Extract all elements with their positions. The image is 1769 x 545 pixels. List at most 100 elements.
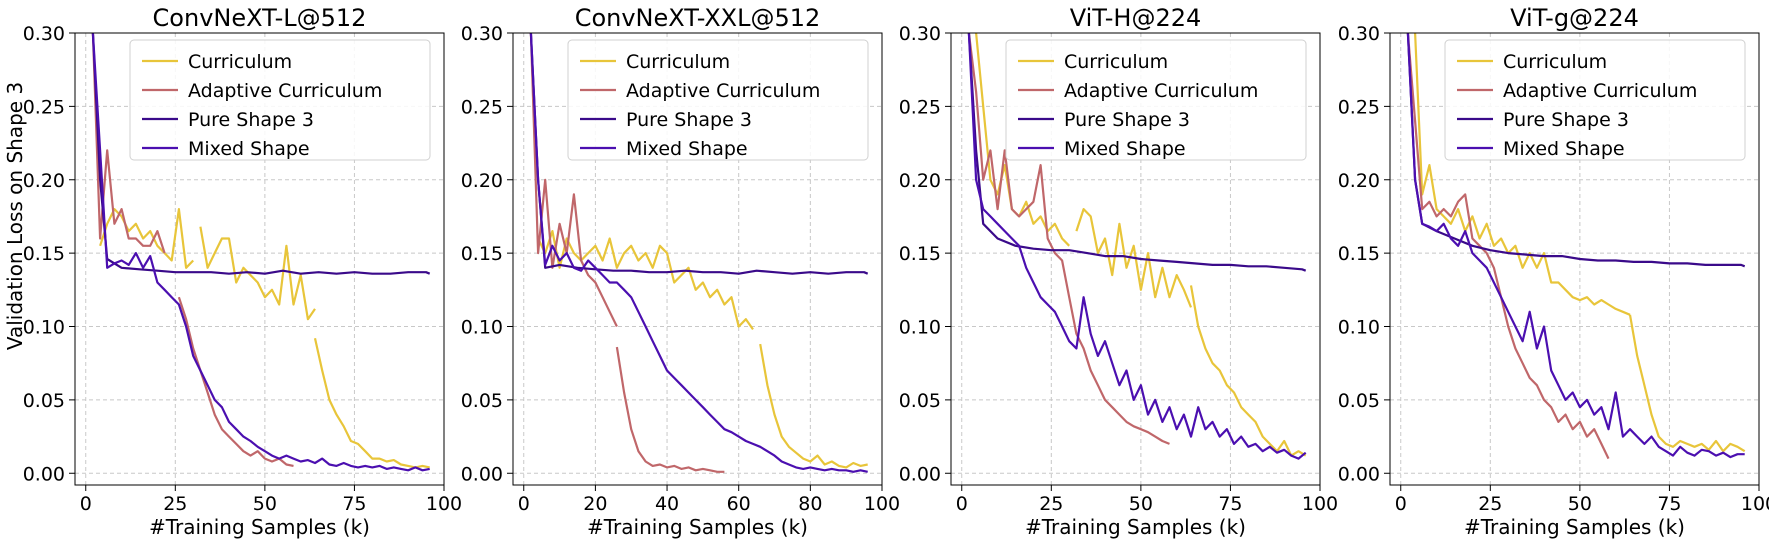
series-line-adaptive-curriculum [1406, 33, 1610, 460]
chart-title: ConvNeXT-L@512 [153, 4, 367, 32]
legend-label-mixed-shape: Mixed Shape [626, 138, 748, 160]
x-tick-label: 100 [864, 493, 900, 515]
y-tick-label: 0.10 [1338, 317, 1380, 339]
y-tick-label: 0.20 [899, 170, 941, 192]
legend-label-curriculum: Curriculum [1503, 51, 1607, 73]
x-tick-label: 0 [1395, 493, 1407, 515]
legend-label-adaptive-curriculum: Adaptive Curriculum [1064, 80, 1258, 102]
y-tick-label: 0.20 [23, 170, 65, 192]
series-line-curriculum [759, 343, 868, 469]
x-tick-label: 50 [253, 493, 277, 515]
legend-label-mixed-shape: Mixed Shape [1064, 138, 1186, 160]
y-tick-label: 0.00 [1338, 463, 1380, 485]
chart-title: ViT-g@224 [1510, 4, 1639, 32]
series-line-adaptive-curriculum [967, 33, 1170, 445]
chart-panel-3: 0 25 50 75 100 0.00 0.05 0.10 0.15 0.20 0.25 0.30 Vi… [899, 4, 1338, 539]
legend-label-curriculum: Curriculum [188, 51, 292, 73]
x-tick-label: 50 [1129, 493, 1153, 515]
series-line-pure-shape-3 [529, 33, 869, 275]
series-line-pure-shape-3 [91, 33, 431, 275]
y-tick-label: 0.20 [461, 170, 503, 192]
plot-frame [512, 32, 883, 486]
legend-label-curriculum: Curriculum [1064, 51, 1168, 73]
x-tick-label: 100 [1302, 493, 1338, 515]
x-tick-label: 0 [956, 493, 968, 515]
y-tick-label: 0.25 [899, 96, 941, 118]
x-axis-label: #Training Samples (k) [587, 515, 808, 539]
legend: Curriculum Adaptive Curriculum Pure Shape … [1444, 39, 1746, 161]
x-tick-label: 75 [342, 493, 366, 515]
legend-label-mixed-shape: Mixed Shape [1503, 138, 1625, 160]
legend-label-pure-shape-3: Pure Shape 3 [188, 109, 314, 131]
x-tick-label: 0 [80, 493, 92, 515]
y-tick-label: 0.05 [1338, 390, 1380, 412]
series-lines [967, 33, 1307, 460]
series-line-curriculum [1189, 285, 1307, 457]
y-tick-label: 0.05 [899, 390, 941, 412]
series-line-adaptive-curriculum [529, 33, 618, 327]
series-lines [1406, 33, 1746, 460]
x-tick-label: 25 [163, 493, 187, 515]
legend-label-curriculum: Curriculum [626, 51, 730, 73]
chart-panel-2: 0 20 40 60 80 100 0.00 0.05 0.10 0.15 0.20 0.25 0.30… [461, 4, 900, 539]
series-line-adaptive-curriculum [177, 296, 294, 467]
chart-title: ConvNeXT-XXL@512 [575, 4, 821, 32]
y-tick-label: 0.00 [461, 463, 503, 485]
x-tick-label: 25 [1478, 493, 1502, 515]
series-line-pure-shape-3 [1406, 33, 1746, 268]
chart-panel-1: 0 25 50 75 100 0.00 0.05 0.10 0.15 0.20 0.25 0.30 Co… [23, 4, 462, 539]
y-tick-label: 0.25 [23, 96, 65, 118]
series-lines [529, 33, 869, 473]
series-line-mixed-shape [91, 33, 430, 472]
legend-label-adaptive-curriculum: Adaptive Curriculum [188, 80, 382, 102]
series-line-adaptive-curriculum [615, 346, 725, 473]
legend-box [1005, 39, 1307, 161]
series-line-curriculum [975, 33, 1070, 247]
y-tick-label: 0.10 [23, 317, 65, 339]
y-tick-label: 0.10 [461, 317, 503, 339]
series-line-curriculum [199, 226, 316, 321]
y-tick-label: 0.05 [23, 390, 65, 412]
y-tick-label: 0.25 [461, 96, 503, 118]
series-line-curriculum [313, 337, 430, 469]
x-tick-label: 75 [1218, 493, 1242, 515]
plot-frame [74, 32, 445, 486]
chart-title: ViT-H@224 [1070, 4, 1202, 32]
legend-box [129, 39, 431, 161]
legend-label-pure-shape-3: Pure Shape 3 [1064, 109, 1190, 131]
series-line-mixed-shape [529, 33, 868, 473]
x-tick-label: 0 [518, 493, 530, 515]
legend-label-adaptive-curriculum: Adaptive Curriculum [626, 80, 820, 102]
y-tick-label: 0.30 [1338, 23, 1380, 45]
plot-frame [950, 32, 1321, 486]
y-tick-label: 0.25 [1338, 96, 1380, 118]
series-line-curriculum [537, 230, 754, 331]
legend-box [567, 39, 869, 161]
y-tick-label: 0.15 [23, 243, 65, 265]
series-line-curriculum [1628, 314, 1746, 453]
plot-frame [1389, 32, 1760, 486]
series-line-curriculum [1075, 208, 1193, 308]
y-tick-label: 0.15 [899, 243, 941, 265]
legend: Curriculum Adaptive Curriculum Pure Shape … [1005, 39, 1307, 161]
x-tick-label: 75 [1657, 493, 1681, 515]
series-line-curriculum [99, 208, 194, 269]
series-line-mixed-shape [967, 33, 1307, 460]
x-tick-label: 50 [1568, 493, 1592, 515]
series-lines [91, 33, 431, 472]
chart-panel-4: 0 25 50 75 100 0.00 0.05 0.10 0.15 0.20 0.25 0.30 Vi… [1338, 4, 1769, 539]
x-tick-label: 20 [583, 493, 607, 515]
series-line-adaptive-curriculum [91, 33, 166, 254]
series-line-curriculum [1414, 33, 1631, 316]
y-tick-label: 0.15 [461, 243, 503, 265]
y-axis-label: Validation Loss on Shape 3 [3, 82, 27, 350]
legend-label-pure-shape-3: Pure Shape 3 [1503, 109, 1629, 131]
x-tick-label: 40 [655, 493, 679, 515]
x-tick-label: 100 [1741, 493, 1769, 515]
legend: Curriculum Adaptive Curriculum Pure Shape … [567, 39, 869, 161]
y-tick-label: 0.30 [461, 23, 503, 45]
x-tick-label: 100 [426, 493, 462, 515]
legend: Curriculum Adaptive Curriculum Pure Shape … [129, 39, 431, 161]
x-tick-label: 25 [1039, 493, 1063, 515]
